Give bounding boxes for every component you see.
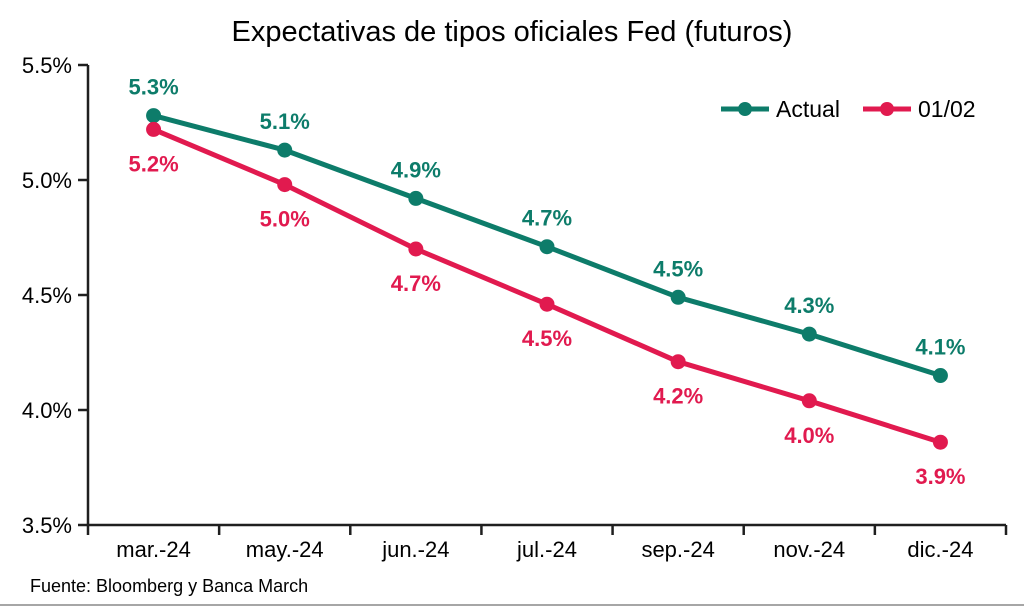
- data-point-01-02: [801, 393, 817, 409]
- data-point-actual: [539, 239, 555, 255]
- data-point-01-02: [146, 121, 162, 137]
- legend-label-actual: Actual: [776, 96, 840, 122]
- data-point-actual: [670, 289, 686, 305]
- data-label-01-02: 3.9%: [915, 464, 965, 489]
- data-label-actual: 4.3%: [784, 293, 834, 318]
- data-point-actual: [408, 190, 424, 206]
- data-label-01-02: 4.2%: [653, 384, 703, 409]
- data-label-actual: 4.9%: [391, 157, 441, 182]
- x-tick-label: may.-24: [246, 537, 324, 562]
- x-tick-label: dic.-24: [907, 537, 973, 562]
- y-tick-label: 4.0%: [22, 398, 72, 423]
- data-label-actual: 4.5%: [653, 256, 703, 281]
- y-tick-label: 4.5%: [22, 283, 72, 308]
- data-point-01-02: [539, 296, 555, 312]
- legend-label-01-02: 01/02: [918, 96, 976, 122]
- data-point-01-02: [670, 354, 686, 370]
- data-label-01-02: 5.2%: [128, 151, 178, 176]
- data-point-01-02: [277, 177, 293, 193]
- data-point-actual: [801, 326, 817, 342]
- data-label-01-02: 4.0%: [784, 423, 834, 448]
- data-label-01-02: 4.7%: [391, 271, 441, 296]
- data-label-actual: 4.7%: [522, 206, 572, 231]
- data-label-actual: 5.1%: [260, 109, 310, 134]
- x-tick-label: mar.-24: [116, 537, 191, 562]
- source-note: Fuente: Bloomberg y Banca March: [30, 576, 309, 596]
- legend-marker-01-02: [880, 102, 894, 116]
- data-label-01-02: 5.0%: [260, 207, 310, 232]
- x-tick-label: nov.-24: [773, 537, 845, 562]
- data-label-actual: 4.1%: [915, 335, 965, 360]
- bottom-divider: [0, 604, 1024, 606]
- x-tick-label: jul.-24: [516, 537, 577, 562]
- y-tick-label: 5.5%: [22, 53, 72, 78]
- x-tick-label: sep.-24: [641, 537, 714, 562]
- data-label-01-02: 4.5%: [522, 326, 572, 351]
- data-point-01-02: [408, 241, 424, 257]
- chart-title: Expectativas de tipos oficiales Fed (fut…: [231, 16, 793, 48]
- data-label-actual: 5.3%: [128, 75, 178, 100]
- data-point-actual: [932, 368, 948, 383]
- series-line-01-02: [151, 126, 943, 445]
- y-tick-label: 3.5%: [22, 513, 72, 538]
- legend-marker-actual: [738, 102, 752, 116]
- data-point-actual: [146, 108, 162, 124]
- x-tick-label: jun.-24: [381, 537, 449, 562]
- data-point-actual: [277, 142, 293, 158]
- y-tick-label: 5.0%: [22, 168, 72, 193]
- data-point-01-02: [932, 434, 948, 450]
